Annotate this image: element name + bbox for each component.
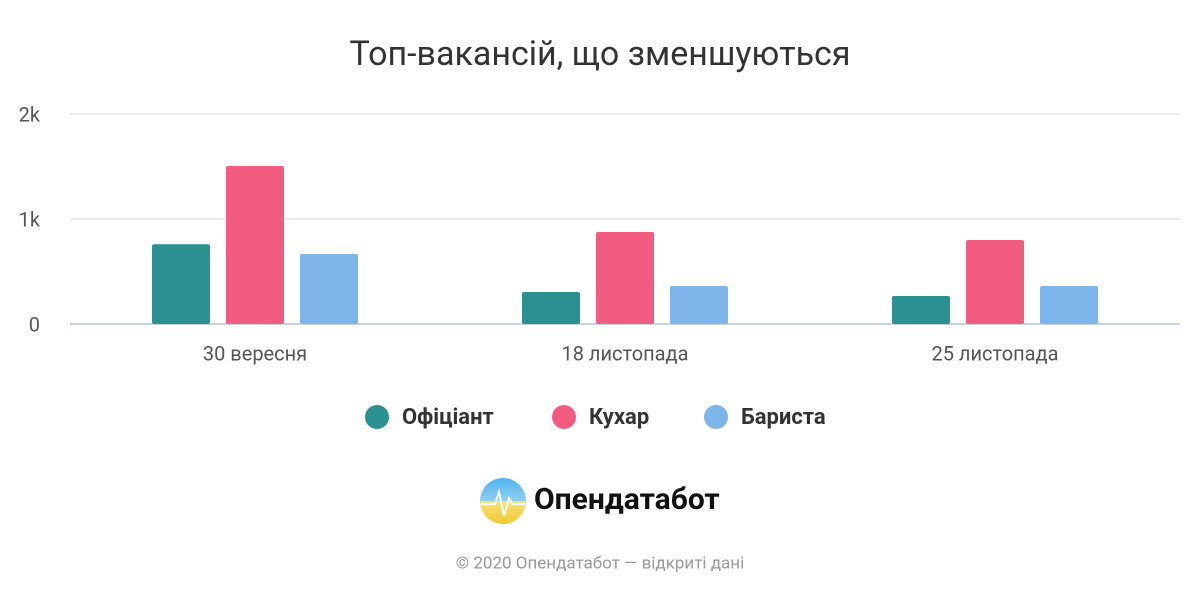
- legend-label: Бариста: [741, 405, 826, 430]
- chart-title: Топ-вакансій, що зменшуються: [350, 34, 851, 74]
- legend-label: Офіціант: [402, 405, 494, 430]
- x-tick-label: 30 вересня: [203, 341, 307, 365]
- bar: [892, 295, 950, 324]
- bar: [152, 244, 210, 324]
- logo-icon: [480, 478, 526, 524]
- bar: [300, 253, 358, 324]
- x-tick-label: 18 листопада: [561, 341, 688, 365]
- legend-label: Кухар: [589, 405, 649, 430]
- bar: [226, 165, 284, 324]
- bar: [966, 240, 1024, 324]
- y-tick-label: 1k: [19, 207, 41, 231]
- logo: Опендатабот: [480, 478, 720, 524]
- bar: [522, 291, 580, 324]
- logo-pulse: [481, 488, 525, 517]
- copyright: © 2020 Опендатабот — відкриті дані: [456, 553, 744, 573]
- bar: [670, 285, 728, 324]
- x-tick-label: 25 листопада: [931, 341, 1058, 365]
- bar: [1040, 285, 1098, 324]
- y-tick-label: 0: [29, 312, 40, 336]
- legend-swatch: [365, 405, 389, 429]
- legend-swatch: [704, 405, 728, 429]
- bar: [596, 232, 654, 324]
- legend-swatch: [552, 405, 576, 429]
- brand: Опендатабот: [534, 482, 720, 517]
- y-tick-label: 2k: [19, 102, 41, 126]
